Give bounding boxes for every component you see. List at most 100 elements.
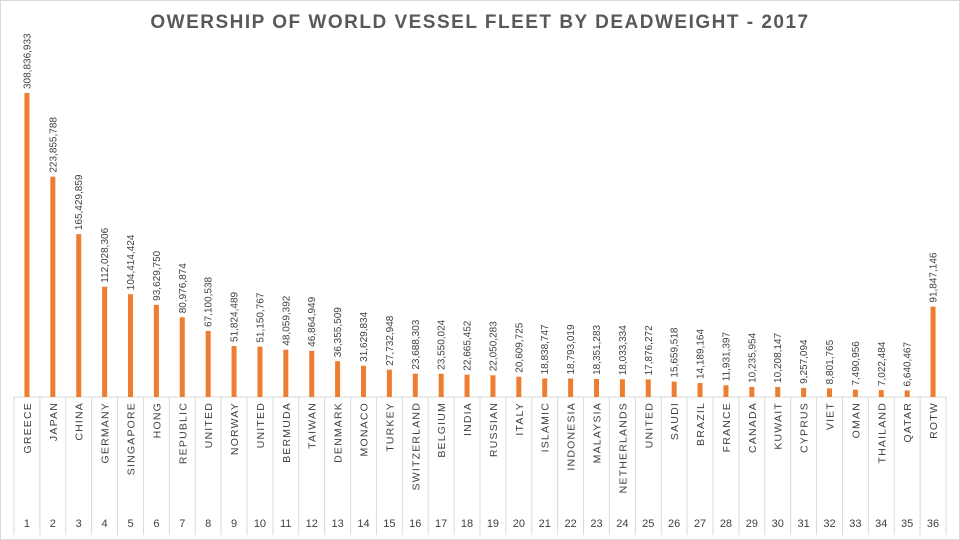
category-label: SINGAPORE [126, 402, 138, 475]
bar [102, 286, 108, 397]
data-label: 27,732,948 [385, 315, 396, 365]
category-label: SAUDI [669, 402, 681, 440]
data-label: 93,629,750 [152, 250, 163, 300]
chart-title: OWERSHIP OF WORLD VESSEL FLEET BY DEADWE… [150, 12, 810, 33]
data-label: 67,100,538 [204, 276, 215, 326]
data-label: 31,629,834 [359, 311, 370, 361]
bar [386, 369, 392, 397]
category-label: CANADA [747, 402, 759, 453]
category-index-label: 19 [487, 518, 499, 530]
data-label: 23,688,303 [411, 319, 422, 369]
data-label: 15,659,518 [670, 327, 681, 377]
data-label: 112,028,306 [100, 227, 111, 282]
category-label: CHINA [74, 402, 86, 441]
data-label: 7,022,484 [877, 341, 888, 386]
bar [335, 361, 341, 397]
data-label: 46,864,949 [307, 296, 318, 346]
bar [645, 379, 651, 397]
bar [464, 374, 470, 397]
bar [490, 375, 496, 397]
data-label: 18,793,019 [566, 324, 577, 374]
data-label: 22,050,283 [488, 321, 499, 371]
category-index-label: 28 [720, 518, 732, 530]
category-index-label: 3 [76, 518, 82, 530]
bar [671, 381, 677, 397]
category-label: ISLAMIC [540, 402, 552, 452]
data-label: 11,931,397 [721, 332, 732, 382]
bar [516, 376, 522, 397]
data-label: 23,550,024 [437, 319, 448, 369]
bar [619, 379, 625, 397]
category-label: BRAZIL [695, 402, 707, 446]
category-label: MALAYSIA [592, 402, 604, 463]
category-label: QATAR [902, 402, 914, 443]
category-label: REPUBLIC [177, 402, 189, 464]
category-index-label: 22 [564, 518, 576, 530]
category-index-label: 26 [668, 518, 680, 530]
category-index-label: 18 [461, 518, 473, 530]
bar [309, 350, 315, 397]
category-index-label: 13 [331, 518, 343, 530]
bar [283, 349, 289, 397]
bar [76, 234, 82, 397]
category-index-label: 32 [823, 518, 835, 530]
category-index-label: 1 [24, 518, 30, 530]
data-label: 223,855,788 [48, 117, 59, 173]
category-label: SWITZERLAND [410, 402, 422, 490]
bar [904, 390, 910, 397]
data-label: 308,836,933 [22, 33, 33, 89]
bar [878, 390, 884, 397]
data-label: 104,414,424 [126, 234, 137, 290]
category-label: NORWAY [229, 402, 241, 455]
bar [257, 346, 263, 397]
category-label: ITALY [514, 402, 526, 436]
bar [361, 365, 366, 397]
bar [24, 93, 30, 397]
category-label: OMAN [850, 402, 862, 438]
data-label: 10,235,954 [747, 332, 758, 382]
data-label: 17,876,272 [644, 325, 655, 375]
data-label: 7,490,956 [851, 341, 862, 386]
data-label: 18,351,283 [592, 324, 603, 374]
data-label: 51,824,489 [230, 291, 241, 341]
data-label: 48,059,392 [281, 295, 292, 345]
data-label: 22,665,452 [463, 320, 474, 370]
data-label: 8,801,765 [825, 339, 836, 384]
category-label: BELGIUM [436, 402, 448, 458]
category-index-label: 24 [616, 518, 628, 530]
category-label: HONG [151, 402, 163, 438]
category-index-label: 12 [306, 518, 318, 530]
category-label: UNITED [255, 402, 267, 448]
bar [723, 385, 729, 397]
category-index-label: 2 [50, 518, 56, 530]
bar [50, 176, 56, 397]
category-index-label: 25 [642, 518, 654, 530]
bar [852, 389, 858, 397]
data-label: 18,033,334 [618, 325, 629, 375]
category-label: UNITED [643, 402, 655, 448]
category-index-label: 34 [875, 518, 887, 530]
category-label: UNITED [203, 402, 215, 448]
bar [412, 373, 418, 397]
category-index-label: 20 [513, 518, 525, 530]
category-label: GREECE [22, 402, 34, 454]
bar [827, 388, 832, 397]
category-label: CYPRUS [799, 402, 811, 453]
bar [568, 378, 574, 397]
category-index-label: 27 [694, 518, 706, 530]
bar [775, 386, 781, 397]
category-index-label: 14 [357, 518, 369, 530]
bar [594, 378, 599, 397]
category-index-label: 36 [927, 518, 939, 530]
data-label: 20,609,725 [514, 322, 525, 372]
data-label: 9,257,094 [799, 339, 810, 384]
category-label: INDONESIA [566, 402, 578, 471]
bar [749, 386, 755, 397]
bar [231, 345, 237, 397]
category-label: DENMARK [333, 402, 345, 463]
category-index-label: 35 [901, 518, 913, 530]
category-index-label: 33 [849, 518, 861, 530]
category-index-label: 30 [772, 518, 784, 530]
category-label: TURKEY [384, 402, 396, 452]
data-label: 14,189,164 [696, 329, 707, 379]
